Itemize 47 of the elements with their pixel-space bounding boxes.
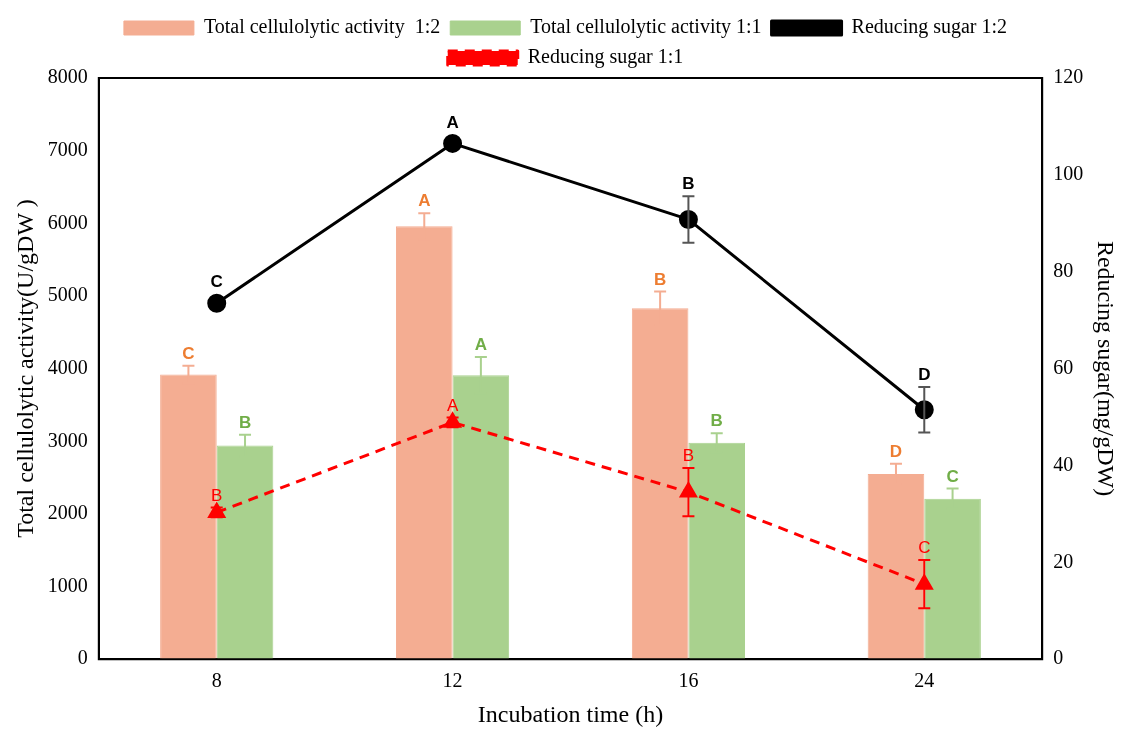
data-label: C <box>946 466 959 486</box>
y-tick-label: 4000 <box>47 355 88 378</box>
data-label: C <box>918 538 931 558</box>
y-axis-title: Total cellulolytic activity(U/gDW ) <box>11 199 38 538</box>
y2-tick-label: 0 <box>1053 646 1064 669</box>
data-label: B <box>238 412 252 432</box>
x-tick-label: 8 <box>211 669 222 692</box>
legend-label: Total cellulolytic activity 1:1 <box>530 15 762 39</box>
y2-tick-label: 20 <box>1053 549 1074 572</box>
data-label: D <box>918 365 931 385</box>
y2-tick-label: 40 <box>1053 452 1074 475</box>
point <box>680 482 697 498</box>
data-label: A <box>474 335 488 355</box>
y2-tick-label: 120 <box>1053 65 1084 88</box>
y2-axis-title: Reducing sugar(mg/gDW) <box>1093 240 1120 497</box>
data-label: B <box>682 446 695 466</box>
legend-label: Reducing sugar 1:1 <box>527 45 684 69</box>
data-label: D <box>889 441 903 461</box>
x-axis-title: Incubation time (h) <box>477 700 664 727</box>
y2-tick-label: 60 <box>1053 355 1074 378</box>
y-tick-label: 2000 <box>47 501 88 524</box>
data-label: B <box>710 411 723 431</box>
point <box>207 293 227 313</box>
point <box>443 133 463 153</box>
point <box>915 574 933 590</box>
data-label: A <box>446 112 459 132</box>
y2-tick-label: 100 <box>1053 162 1084 185</box>
y2-tick-label: 80 <box>1053 258 1074 281</box>
legend-label: Total cellulolytic activity 1:2 <box>203 15 441 39</box>
y-tick-label: 6000 <box>47 210 88 233</box>
y-tick-label: 8000 <box>47 65 88 88</box>
y-tick-label: 5000 <box>47 283 88 306</box>
legend-label: Reducing sugar 1:2 <box>851 15 1008 39</box>
y-tick-label: 0 <box>77 646 88 669</box>
y-tick-label: 7000 <box>47 137 88 160</box>
data-label: A <box>418 191 431 211</box>
data-label: B <box>211 485 223 505</box>
data-label: C <box>182 343 195 363</box>
y-tick-label: 3000 <box>47 428 88 451</box>
x-tick-label: 24 <box>914 669 935 692</box>
data-label: B <box>653 269 667 289</box>
x-tick-label: 16 <box>678 669 699 692</box>
data-label: B <box>682 174 695 194</box>
data-label: A <box>446 395 459 415</box>
y-tick-label: 1000 <box>47 573 88 596</box>
x-tick-label: 12 <box>442 669 463 692</box>
data-label: C <box>210 272 223 292</box>
